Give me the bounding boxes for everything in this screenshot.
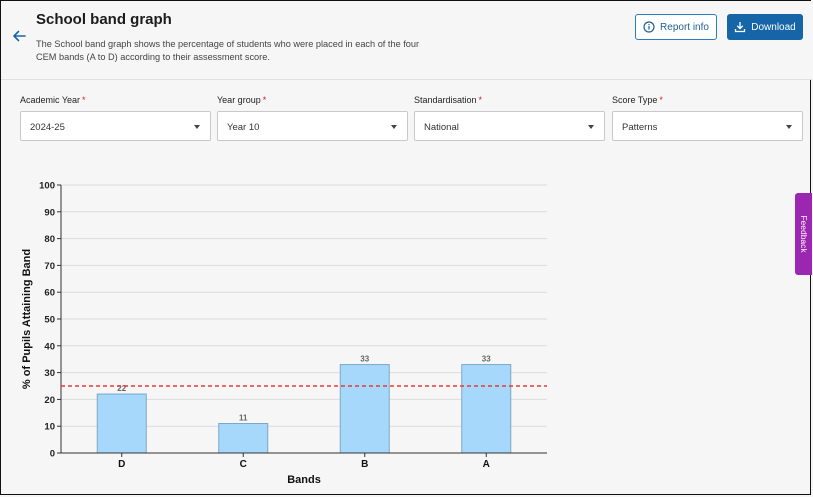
download-label: Download bbox=[751, 21, 796, 33]
x-axis-title: Bands bbox=[287, 474, 321, 486]
standardisation-label: Standardisation bbox=[414, 95, 477, 105]
academic-year-select[interactable]: 2024-25 bbox=[20, 111, 211, 141]
x-tick-label: B bbox=[361, 459, 368, 470]
required-marker: * bbox=[262, 95, 267, 105]
bar-C bbox=[218, 423, 269, 454]
y-tick-label: 0 bbox=[50, 449, 55, 460]
download-icon bbox=[735, 22, 746, 33]
report-info-button[interactable]: Report info bbox=[635, 14, 717, 40]
download-button[interactable]: Download bbox=[727, 14, 803, 40]
bar-value-label: 11 bbox=[239, 414, 248, 423]
required-marker: * bbox=[659, 95, 663, 105]
bar-A bbox=[461, 364, 512, 454]
required-marker: * bbox=[82, 95, 86, 105]
y-tick-label: 40 bbox=[44, 341, 55, 352]
x-tick-label: C bbox=[240, 459, 247, 470]
y-tick-label: 70 bbox=[44, 261, 55, 272]
chevron-down-icon bbox=[194, 125, 200, 129]
y-tick-label: 30 bbox=[44, 368, 55, 379]
chevron-down-icon bbox=[786, 125, 792, 129]
bar-value-label: 22 bbox=[117, 384, 126, 393]
feedback-tab[interactable]: Feedback bbox=[795, 193, 812, 275]
page-description: The School band graph shows the percenta… bbox=[36, 39, 420, 62]
score-type-select[interactable]: Patterns bbox=[612, 111, 803, 141]
chevron-down-icon bbox=[588, 125, 594, 129]
page-title: School band graph bbox=[36, 11, 172, 28]
y-tick-label: 100 bbox=[39, 181, 55, 192]
y-tick-label: 20 bbox=[44, 395, 55, 406]
report-info-label: Report info bbox=[660, 21, 709, 33]
feedback-label: Feedback bbox=[798, 215, 809, 253]
bar-value-label: 33 bbox=[360, 355, 369, 364]
y-axis: 0 10 20 30 40 50 60 70 80 90 100 bbox=[39, 181, 62, 460]
y-tick-label: 60 bbox=[44, 288, 55, 299]
academic-year-value: 2024-25 bbox=[30, 122, 65, 133]
band-chart: 0 10 20 30 40 50 60 70 80 90 100 22 11 33 33 D C B A % o… bbox=[21, 181, 547, 486]
standardisation-value: National bbox=[424, 122, 459, 133]
bar-D bbox=[96, 393, 147, 454]
score-type-label: Score Type bbox=[612, 95, 658, 105]
year-group-label: Year group bbox=[217, 95, 261, 105]
year-group-value: Year 10 bbox=[227, 122, 260, 133]
filter-year-group: Year group * Year 10 bbox=[217, 95, 408, 141]
y-tick-label: 90 bbox=[44, 207, 55, 218]
score-type-value: Patterns bbox=[622, 122, 658, 133]
back-arrow-icon[interactable] bbox=[12, 29, 26, 43]
y-axis-title: % of Pupils Attaining Band bbox=[21, 249, 33, 389]
filter-score-type: Score Type * Patterns bbox=[612, 95, 803, 141]
y-tick-label: 50 bbox=[44, 315, 55, 326]
required-marker: * bbox=[478, 95, 483, 105]
bar-value-label: 33 bbox=[482, 355, 491, 364]
bar-B bbox=[339, 364, 390, 454]
filter-standardisation: Standardisation * National bbox=[414, 95, 605, 141]
y-tick-label: 10 bbox=[44, 422, 55, 433]
bar-series: 22 11 33 33 bbox=[96, 355, 512, 454]
standardisation-select[interactable]: National bbox=[414, 111, 605, 141]
x-tick-label: A bbox=[483, 459, 490, 470]
year-group-select[interactable]: Year 10 bbox=[217, 111, 408, 141]
page-header: School band graph The School band graph … bbox=[1, 1, 812, 80]
y-tick-label: 80 bbox=[44, 234, 55, 245]
x-tick-label: D bbox=[118, 459, 125, 470]
chevron-down-icon bbox=[391, 125, 397, 129]
filter-academic-year: Academic Year * 2024-25 bbox=[20, 95, 211, 141]
academic-year-label: Academic Year bbox=[20, 95, 81, 105]
info-icon bbox=[643, 21, 655, 33]
